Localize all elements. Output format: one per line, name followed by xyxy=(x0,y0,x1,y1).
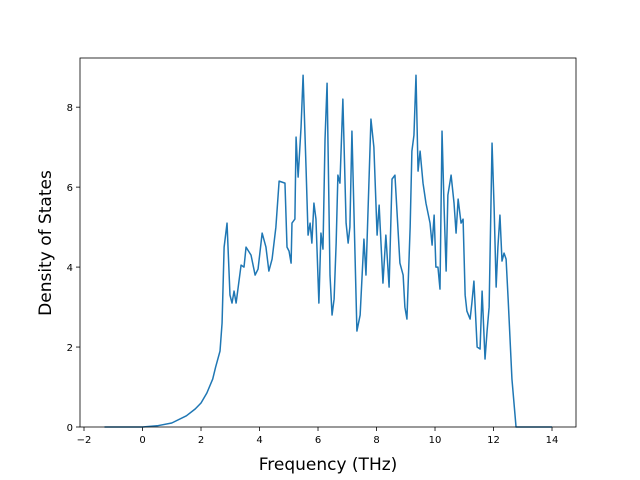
x-axis-label: Frequency (THz) xyxy=(259,455,398,475)
x-tick-label: 4 xyxy=(256,435,262,446)
y-tick-label: 6 xyxy=(67,183,73,194)
x-tick-label: −2 xyxy=(77,435,92,446)
data-line xyxy=(104,74,553,428)
x-tick-label: 2 xyxy=(198,435,204,446)
x-tick-label: 10 xyxy=(429,435,442,446)
x-tick-label: 6 xyxy=(315,435,321,446)
plot-frame xyxy=(79,57,577,428)
x-tick-label: 0 xyxy=(139,435,145,446)
x-tick-label: 12 xyxy=(487,435,500,446)
y-axis-label: Density of States xyxy=(36,170,56,316)
x-tick-label: 8 xyxy=(373,435,379,446)
x-tick-label: 14 xyxy=(546,435,559,446)
y-tick-label: 4 xyxy=(67,263,73,274)
y-tick-label: 2 xyxy=(67,343,73,354)
y-tick-label: 0 xyxy=(67,423,73,434)
y-tick-label: 8 xyxy=(67,103,73,114)
